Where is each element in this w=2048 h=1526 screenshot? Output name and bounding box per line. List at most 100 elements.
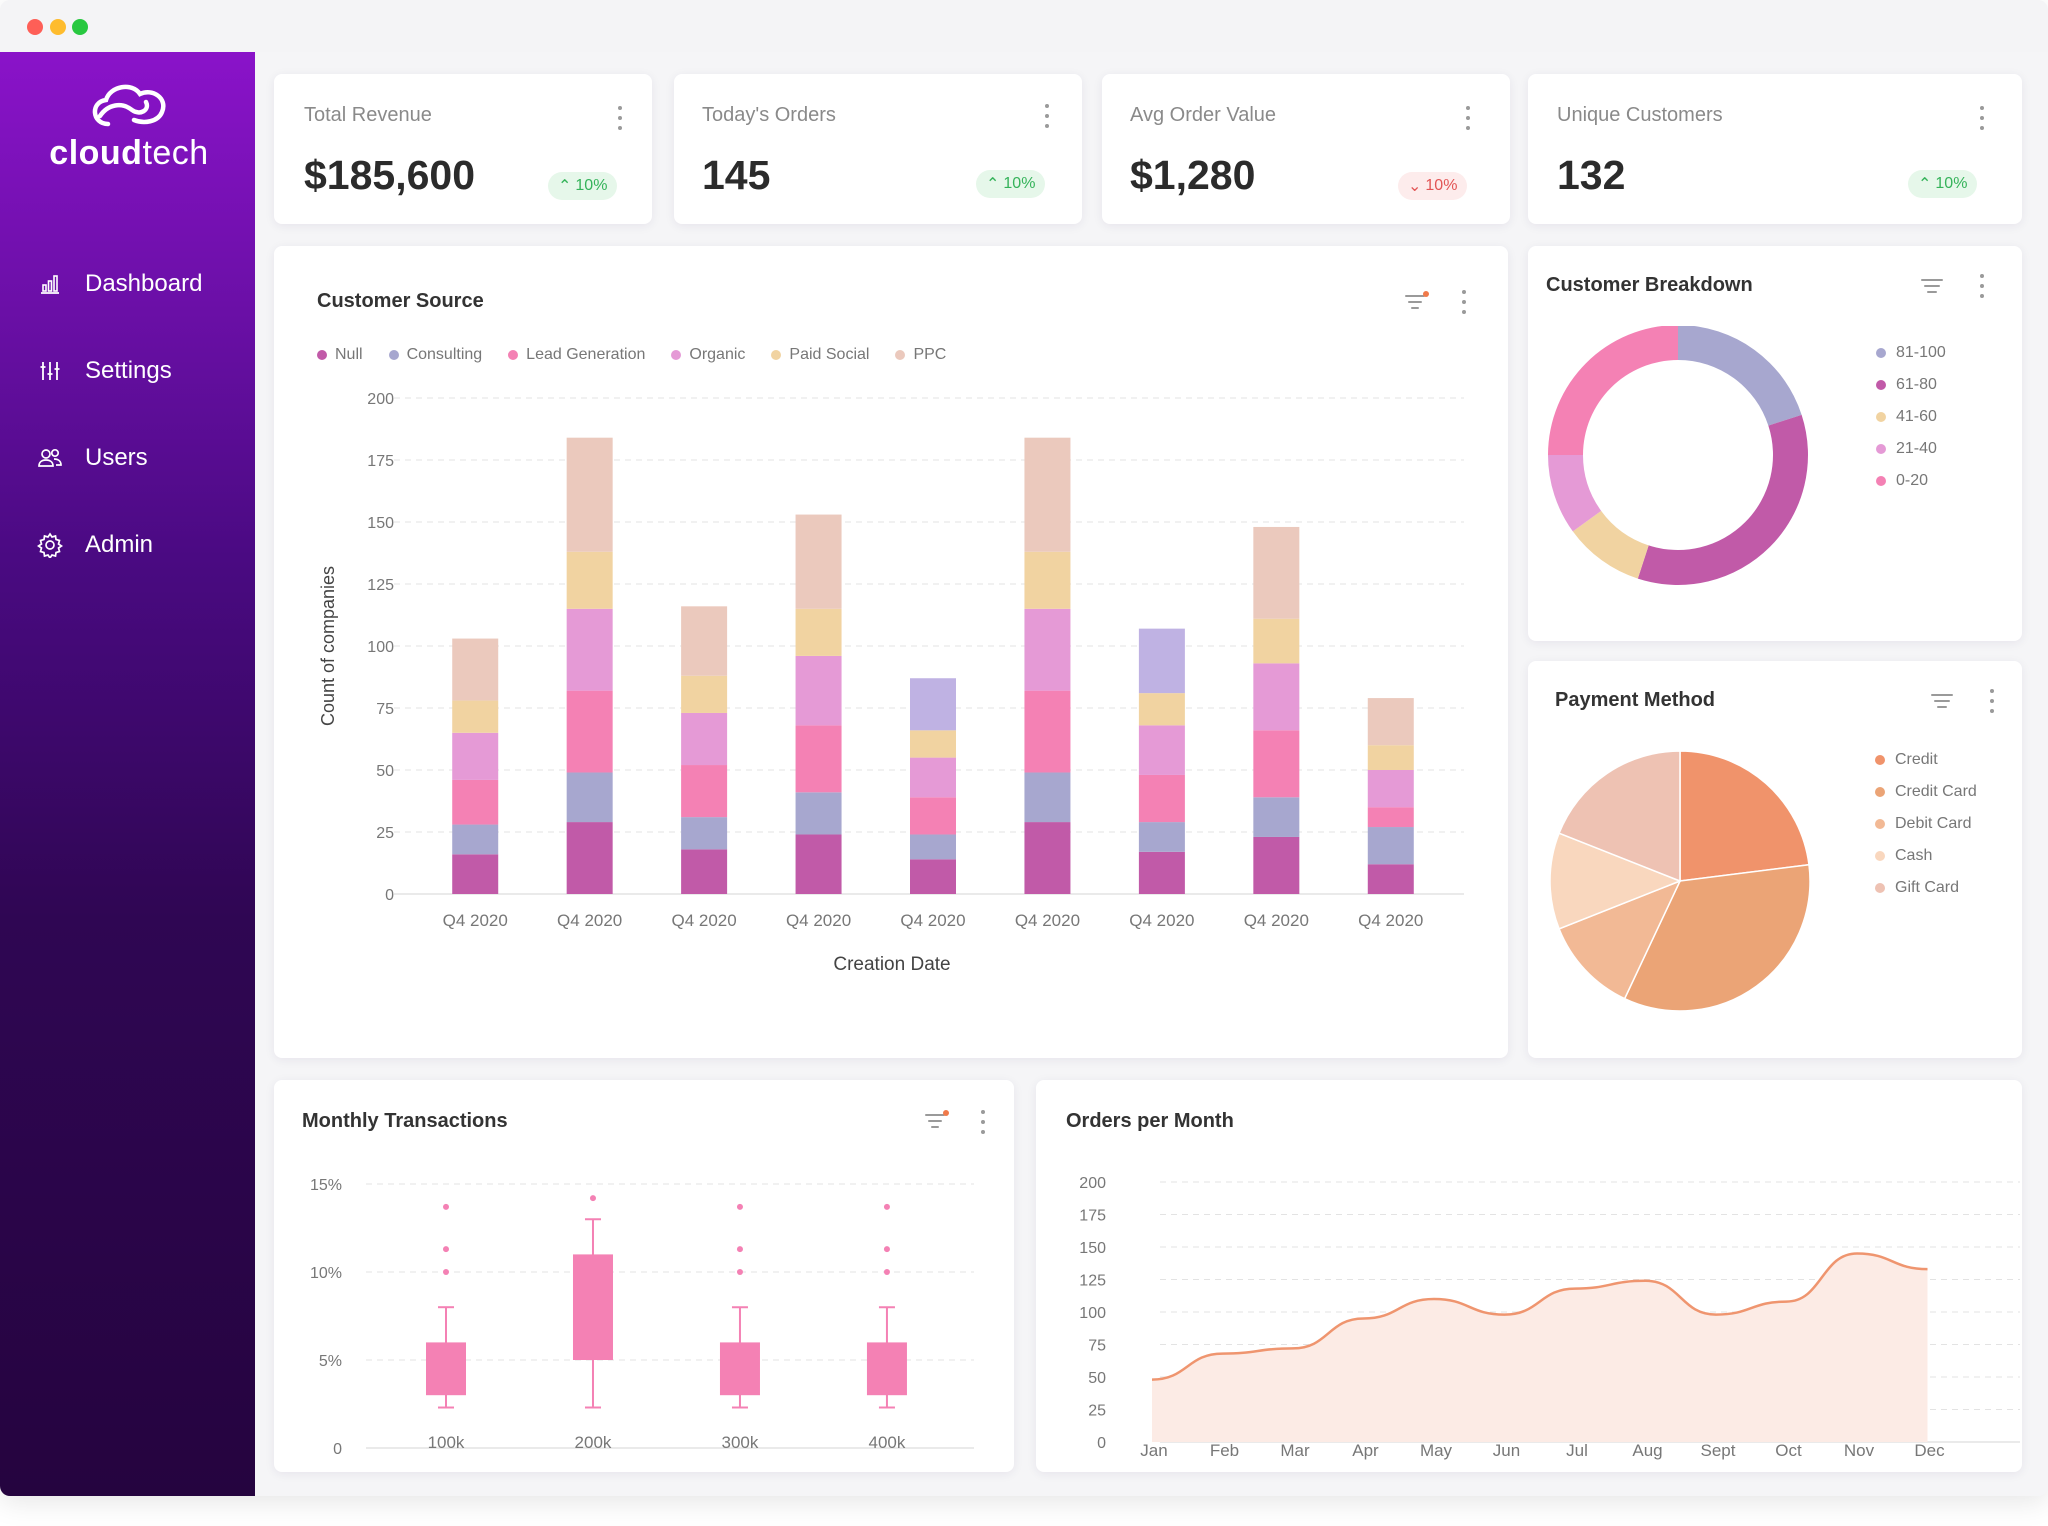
legend-item[interactable]: Lead Generation (508, 346, 645, 364)
bar-segment[interactable] (452, 732, 499, 780)
legend-item[interactable]: Null (317, 346, 363, 364)
bar-segment[interactable] (795, 608, 842, 656)
bar-segment[interactable] (452, 700, 499, 733)
minimize-window-button[interactable] (50, 19, 66, 35)
legend-item[interactable]: Credit Card (1875, 783, 1977, 801)
filter-icon[interactable] (1404, 291, 1429, 311)
kebab-menu-icon[interactable] (1978, 106, 1986, 130)
bar-segment[interactable] (1138, 851, 1185, 894)
bar-segment[interactable] (910, 834, 956, 860)
sidebar-item-admin[interactable]: Admin (0, 517, 255, 573)
bar-segment[interactable] (910, 859, 956, 894)
bar-segment[interactable] (1253, 836, 1300, 894)
sidebar-item-dashboard[interactable]: Dashboard (0, 256, 255, 312)
bar-segment[interactable] (1024, 822, 1071, 894)
kebab-menu-icon[interactable] (1978, 274, 1986, 298)
filter-icon[interactable] (1920, 276, 1944, 296)
close-window-button[interactable] (27, 19, 43, 35)
bar-segment[interactable] (452, 779, 499, 825)
box-plot-item[interactable] (719, 1203, 760, 1409)
bar-segment[interactable] (1253, 526, 1300, 619)
bar-segment[interactable] (795, 725, 842, 793)
bar-segment[interactable] (1367, 770, 1414, 808)
kebab-menu-icon[interactable] (1043, 104, 1051, 128)
bar-segment[interactable] (795, 514, 842, 609)
sidebar-item-users[interactable]: Users (0, 430, 255, 486)
bar-segment[interactable] (452, 638, 499, 701)
pie-slice[interactable] (1558, 879, 1682, 1000)
bar-segment[interactable] (681, 765, 728, 818)
bar-segment[interactable] (566, 772, 613, 823)
bar-segment[interactable] (1024, 608, 1071, 691)
bar-segment[interactable] (1138, 628, 1185, 694)
maximize-window-button[interactable] (72, 19, 88, 35)
legend-item[interactable]: PPC (895, 346, 946, 364)
cloudtech-logo[interactable]: cloudtech (34, 80, 224, 180)
bar-segment[interactable] (1024, 772, 1071, 823)
bar-segment[interactable] (1138, 822, 1185, 852)
kebab-menu-icon[interactable] (1464, 106, 1472, 130)
series-line[interactable] (1151, 1252, 1928, 1381)
bar-segment[interactable] (452, 854, 499, 894)
bar-segment[interactable] (1253, 663, 1300, 731)
legend-item[interactable]: Debit Card (1875, 815, 1977, 833)
legend-item[interactable]: 21-40 (1876, 440, 1946, 458)
bar-segment[interactable] (566, 690, 613, 773)
bar-segment[interactable] (566, 437, 613, 552)
box-plot-item[interactable] (866, 1203, 907, 1409)
bar-segment[interactable] (1253, 730, 1300, 798)
bar-segment[interactable] (1024, 551, 1071, 609)
pie-slice[interactable] (1637, 414, 1808, 585)
bar-segment[interactable] (1367, 745, 1414, 770)
bar-segment[interactable] (910, 730, 956, 758)
sidebar-item-settings[interactable]: Settings (0, 343, 255, 399)
kebab-menu-icon[interactable] (616, 106, 624, 130)
bar-segment[interactable] (681, 606, 728, 676)
legend-item[interactable]: 41-60 (1876, 408, 1946, 426)
bar-segment[interactable] (1253, 618, 1300, 664)
bar-segment[interactable] (1024, 437, 1071, 552)
legend-item[interactable]: Paid Social (771, 346, 869, 364)
bar-segment[interactable] (795, 834, 842, 894)
legend-item[interactable]: Credit (1875, 751, 1977, 769)
bar-segment[interactable] (910, 757, 956, 798)
bar-segment[interactable] (566, 608, 613, 691)
bar-segment[interactable] (566, 822, 613, 894)
bar-segment[interactable] (681, 675, 728, 713)
bar-segment[interactable] (1138, 725, 1185, 775)
legend-item[interactable]: Organic (671, 346, 745, 364)
kebab-menu-icon[interactable] (1988, 689, 1996, 713)
legend-item[interactable]: 0-20 (1876, 472, 1946, 490)
pie-slice[interactable] (1548, 326, 1678, 455)
bar-segment[interactable] (1024, 690, 1071, 773)
bar-segment[interactable] (795, 655, 842, 726)
pie-slice[interactable] (1548, 455, 1602, 532)
bar-segment[interactable] (566, 551, 613, 609)
pie-slice[interactable] (1572, 510, 1649, 579)
legend-item[interactable]: Cash (1875, 847, 1977, 865)
pie-slice[interactable] (1558, 750, 1681, 883)
bar-segment[interactable] (1367, 864, 1414, 894)
pie-slice[interactable] (1549, 832, 1683, 930)
bar-segment[interactable] (1367, 698, 1414, 746)
bar-segment[interactable] (452, 824, 499, 855)
bar-segment[interactable] (1367, 807, 1414, 828)
box-plot-item[interactable] (426, 1203, 466, 1409)
pie-slice[interactable] (1679, 750, 1810, 882)
bar-segment[interactable] (910, 678, 956, 731)
pie-slice[interactable] (1678, 326, 1802, 426)
bar-segment[interactable] (910, 797, 956, 835)
legend-item[interactable]: 81-100 (1876, 344, 1946, 362)
box-plot-item[interactable] (572, 1195, 613, 1409)
bar-segment[interactable] (795, 792, 842, 835)
bar-segment[interactable] (1138, 693, 1185, 726)
legend-item[interactable]: Gift Card (1875, 879, 1977, 897)
bar-segment[interactable] (1138, 774, 1185, 823)
filter-icon[interactable] (1930, 691, 1954, 711)
filter-icon[interactable] (924, 1110, 949, 1130)
legend-item[interactable]: 61-80 (1876, 376, 1946, 394)
bar-segment[interactable] (681, 712, 728, 766)
bar-segment[interactable] (1367, 827, 1414, 865)
bar-segment[interactable] (1253, 797, 1300, 837)
bar-segment[interactable] (681, 817, 728, 850)
